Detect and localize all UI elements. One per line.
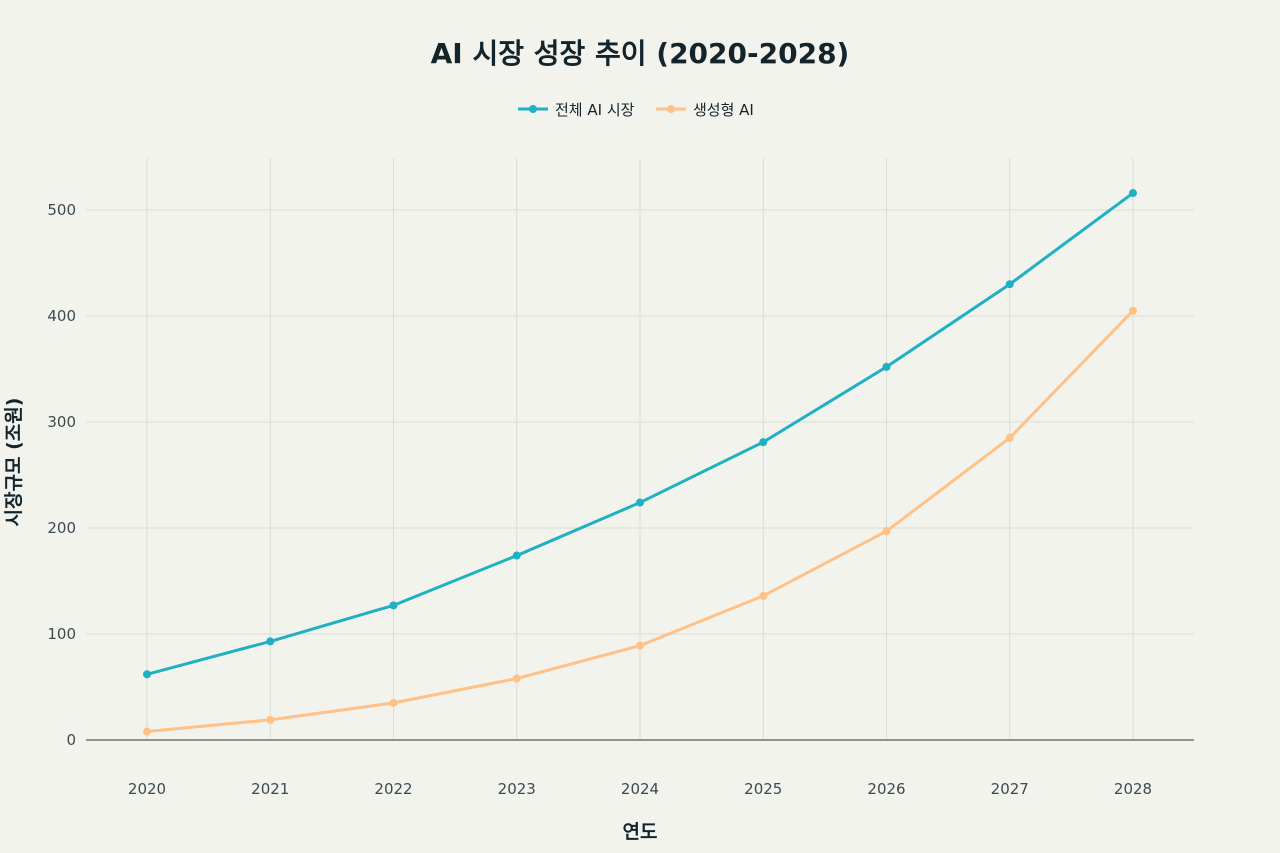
y-tick-label: 0 [66,731,76,749]
y-tick-label: 400 [47,307,76,325]
data-point[interactable] [512,674,521,683]
x-gridlines [146,158,1134,740]
y-tick-label: 300 [47,413,76,431]
series-layer [143,189,1137,736]
x-tick-label: 2022 [374,780,412,798]
data-point[interactable] [389,698,398,707]
y-tick-label: 500 [47,201,76,219]
legend: 전체 AI 시장 생성형 AI [518,101,754,119]
data-point[interactable] [636,641,644,650]
series-0 [143,189,1137,679]
data-point[interactable] [143,727,151,736]
x-tick-label: 2028 [1114,780,1152,798]
legend-item-generative[interactable]: 생성형 AI [656,101,754,119]
x-tick-label: 2025 [744,780,782,798]
chart-title: AI 시장 성장 추이 (2020-2028) [431,37,850,70]
x-tick-label: 2023 [498,780,536,798]
x-axis-title: 연도 [623,821,658,843]
x-tick-label: 2024 [621,780,659,798]
x-tick-label: 2026 [867,780,905,798]
y-axis-title: 시장규모 (조원) [3,398,25,527]
data-point[interactable] [266,715,275,724]
data-point[interactable] [759,438,768,447]
y-tick-label: 100 [47,625,76,643]
data-point[interactable] [636,498,644,507]
data-point[interactable] [759,591,768,600]
data-point[interactable] [1129,306,1137,315]
legend-label-total: 전체 AI 시장 [555,101,635,119]
data-point[interactable] [1005,280,1014,289]
data-point[interactable] [1129,189,1137,198]
data-point[interactable] [512,551,521,560]
x-tick-label: 2027 [991,780,1029,798]
y-tick-label: 200 [47,519,76,537]
legend-item-total[interactable]: 전체 AI 시장 [518,101,635,119]
data-point[interactable] [266,637,275,646]
x-tick-label: 2021 [251,780,289,798]
y-tick-labels: 0 100 200 300 400 500 [47,201,76,749]
y-gridlines [86,209,1194,635]
legend-label-generative: 생성형 AI [693,101,754,119]
data-point[interactable] [882,362,891,371]
series-1 [143,306,1137,736]
data-point[interactable] [1005,433,1014,442]
x-tick-labels: 2020 2021 2022 2023 2024 2025 2026 2027 2028 [128,780,1152,798]
x-tick-label: 2020 [128,780,166,798]
data-point[interactable] [882,527,891,536]
data-point[interactable] [143,670,151,679]
data-point[interactable] [389,601,398,610]
